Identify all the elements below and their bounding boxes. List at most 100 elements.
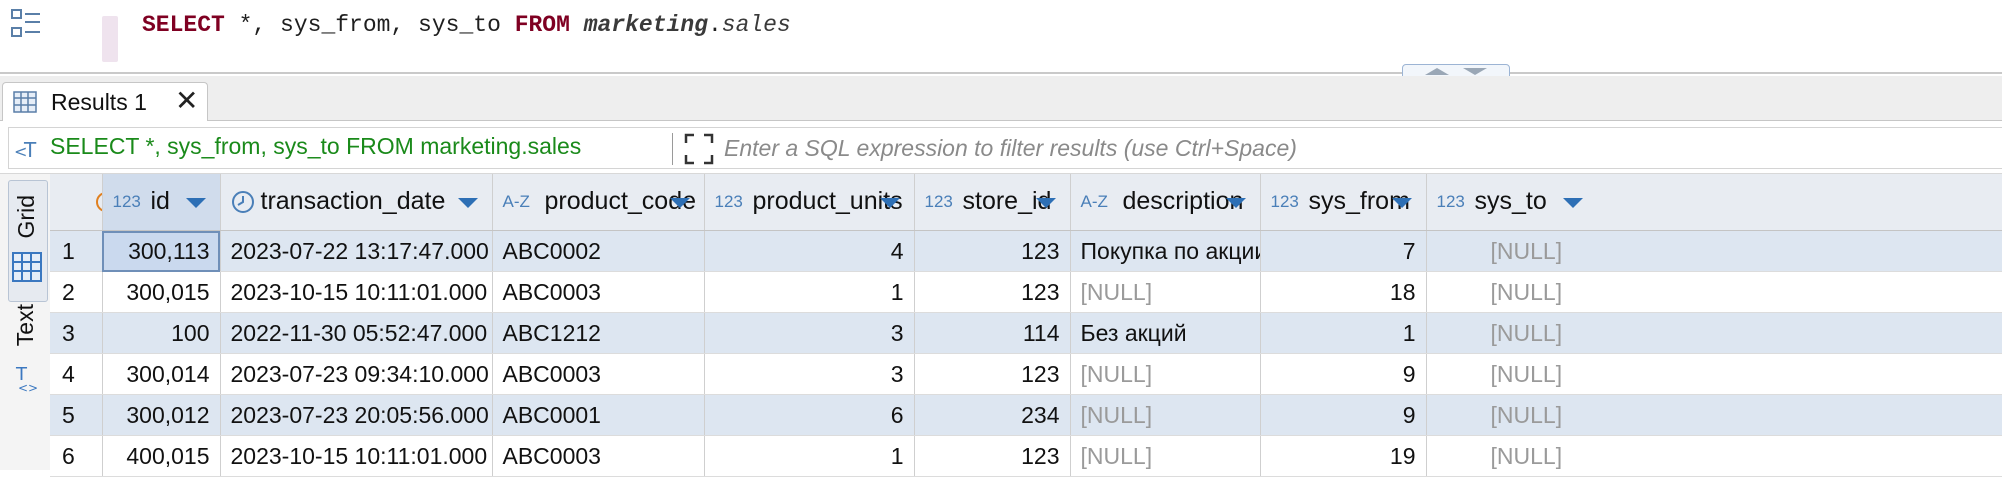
cell-store-id[interactable]: 123 [914,353,1071,395]
table-row[interactable]: 5 300,012 2023-07-23 20:05:56.000 ABC000… [50,394,2002,436]
tab-grid[interactable]: Grid [8,180,48,302]
column-header-id[interactable]: 123 id [102,174,221,231]
column-header-store-id[interactable]: 123 store_id [914,174,1071,231]
current-line-marker [102,16,118,62]
column-header-product-code[interactable]: A-Z product_code [492,174,705,231]
sort-arrow-icon[interactable] [1035,198,1056,208]
table-row[interactable]: 2 300,015 2023-10-15 10:11:01.000 ABC000… [50,271,2002,313]
cell-description[interactable]: Покупка по акции [1070,230,1261,272]
sort-arrow-icon[interactable] [1225,198,1246,208]
row-number[interactable]: 5 [50,394,103,436]
column-header-transaction-date[interactable]: transaction_date [220,174,493,231]
cell-product-units[interactable]: 3 [704,312,915,354]
select-all-icon[interactable] [96,192,101,212]
row-number[interactable]: 2 [50,271,103,313]
cell-transaction-date[interactable]: 2022-11-30 05:52:47.000 [220,312,493,354]
row-number[interactable]: 4 [50,353,103,395]
column-header-description[interactable]: A-Z description [1070,174,1261,231]
sort-arrow-icon[interactable] [879,198,900,208]
table-row[interactable]: 4 300,014 2023-07-23 09:34:10.000 ABC000… [50,353,2002,395]
sql-editor[interactable]: SELECT *, sys_from, sys_to FROM marketin… [0,0,2002,72]
cell-sys-from[interactable]: 18 [1260,271,1427,313]
row-number[interactable]: 6 [50,435,103,477]
cell-product-units[interactable]: 3 [704,353,915,395]
cell-product-code[interactable]: ABC1212 [492,312,705,354]
cell-description[interactable]: [NULL] [1070,394,1261,436]
cell-description[interactable]: [NULL] [1070,435,1261,477]
sort-arrow-icon[interactable] [457,198,478,208]
cell-transaction-date[interactable]: 2023-07-23 09:34:10.000 [220,353,493,395]
cell-id[interactable]: 300,012 [102,394,221,436]
cell-product-code[interactable]: ABC0003 [492,435,705,477]
table-row[interactable]: 1 300,113 2023-07-22 13:17:47.000 ABC000… [50,230,2002,272]
cell-transaction-date[interactable]: 2023-10-15 10:11:01.000 [220,435,493,477]
cell-sys-to[interactable]: [NULL] [1426,230,2002,272]
cell-id[interactable]: 300,014 [102,353,221,395]
table-row[interactable]: 6 400,015 2023-10-15 10:11:01.000 ABC000… [50,435,2002,477]
cell-description[interactable]: [NULL] [1070,271,1261,313]
close-icon[interactable]: ✕ [175,85,199,116]
editor-results-splitter[interactable] [0,72,2002,74]
restore-down-icon[interactable] [1463,68,1487,75]
cell-sys-from[interactable]: 7 [1260,230,1427,272]
cell-sys-from[interactable]: 9 [1260,394,1427,436]
cell-store-id[interactable]: 123 [914,230,1071,272]
cell-product-code[interactable]: ABC0002 [492,230,705,272]
text-view-icon[interactable]: T <> [14,364,40,394]
cell-sys-to[interactable]: [NULL] [1426,271,2002,313]
cell-store-id[interactable]: 234 [914,394,1071,436]
cell-id[interactable]: 300,113 [102,230,221,272]
cell-description[interactable]: Без акций [1070,312,1261,354]
cell-transaction-date[interactable]: 2023-07-22 13:17:47.000 [220,230,493,272]
tab-results-1[interactable]: Results 1 ✕ [2,82,208,121]
cell-product-code[interactable]: ABC0001 [492,394,705,436]
cell-product-code[interactable]: ABC0003 [492,271,705,313]
row-number-header[interactable] [50,174,103,231]
sort-arrow-icon[interactable] [1391,198,1412,208]
numeric-type-icon: 123 [714,192,743,211]
row-number[interactable]: 1 [50,230,103,272]
maximize-up-icon[interactable] [1425,68,1449,75]
outline-icon[interactable] [10,8,42,40]
cell-sys-to[interactable]: [NULL] [1426,312,2002,354]
numeric-type-icon: 123 [112,192,141,211]
cell-product-code[interactable]: ABC0003 [492,353,705,395]
column-header-label: product_units [752,187,903,215]
column-header-sys-from[interactable]: 123 sys_from [1260,174,1427,231]
table-row[interactable]: 3 100 2022-11-30 05:52:47.000 ABC1212 3 … [50,312,2002,354]
cell-id[interactable]: 300,015 [102,271,221,313]
sort-arrow-icon[interactable] [669,198,690,208]
cell-sys-to[interactable]: [NULL] [1426,394,2002,436]
sql-query-text[interactable]: SELECT *, sys_from, sys_to FROM marketin… [142,12,791,38]
cell-sys-to[interactable]: [NULL] [1426,435,2002,477]
cell-sys-from[interactable]: 9 [1260,353,1427,395]
cell-sys-to[interactable]: [NULL] [1426,353,2002,395]
filter-bar: < T SELECT *, sys_from, sys_to FROM mark… [0,121,2002,174]
cell-sys-from[interactable]: 1 [1260,312,1427,354]
column-header-sys-to[interactable]: 123 sys_to [1426,174,2002,231]
clock-icon [231,191,254,213]
sort-arrow-icon[interactable] [1562,198,1583,208]
cell-store-id[interactable]: 123 [914,271,1071,313]
column-header-product-units[interactable]: 123 product_units [704,174,915,231]
cell-transaction-date[interactable]: 2023-07-23 20:05:56.000 [220,394,493,436]
row-number[interactable]: 3 [50,312,103,354]
filter-sql-text[interactable]: SELECT *, sys_from, sys_to FROM marketin… [50,133,582,159]
sql-filter-icon[interactable]: < T [14,137,40,163]
cell-transaction-date[interactable]: 2023-10-15 10:11:01.000 [220,271,493,313]
grid-view-icon[interactable] [12,252,42,282]
cell-id[interactable]: 100 [102,312,221,354]
cell-product-units[interactable]: 1 [704,271,915,313]
results-grid[interactable]: 123 id transaction_date A-Z product_code 1… [50,174,2002,477]
sort-arrow-icon[interactable] [185,198,206,208]
cell-sys-from[interactable]: 19 [1260,435,1427,477]
cell-product-units[interactable]: 1 [704,435,915,477]
cell-store-id[interactable]: 123 [914,435,1071,477]
expand-icon[interactable] [684,133,714,165]
cell-product-units[interactable]: 6 [704,394,915,436]
cell-product-units[interactable]: 4 [704,230,915,272]
cell-description[interactable]: [NULL] [1070,353,1261,395]
filter-expression-input[interactable] [722,129,1996,167]
cell-store-id[interactable]: 114 [914,312,1071,354]
cell-id[interactable]: 400,015 [102,435,221,477]
